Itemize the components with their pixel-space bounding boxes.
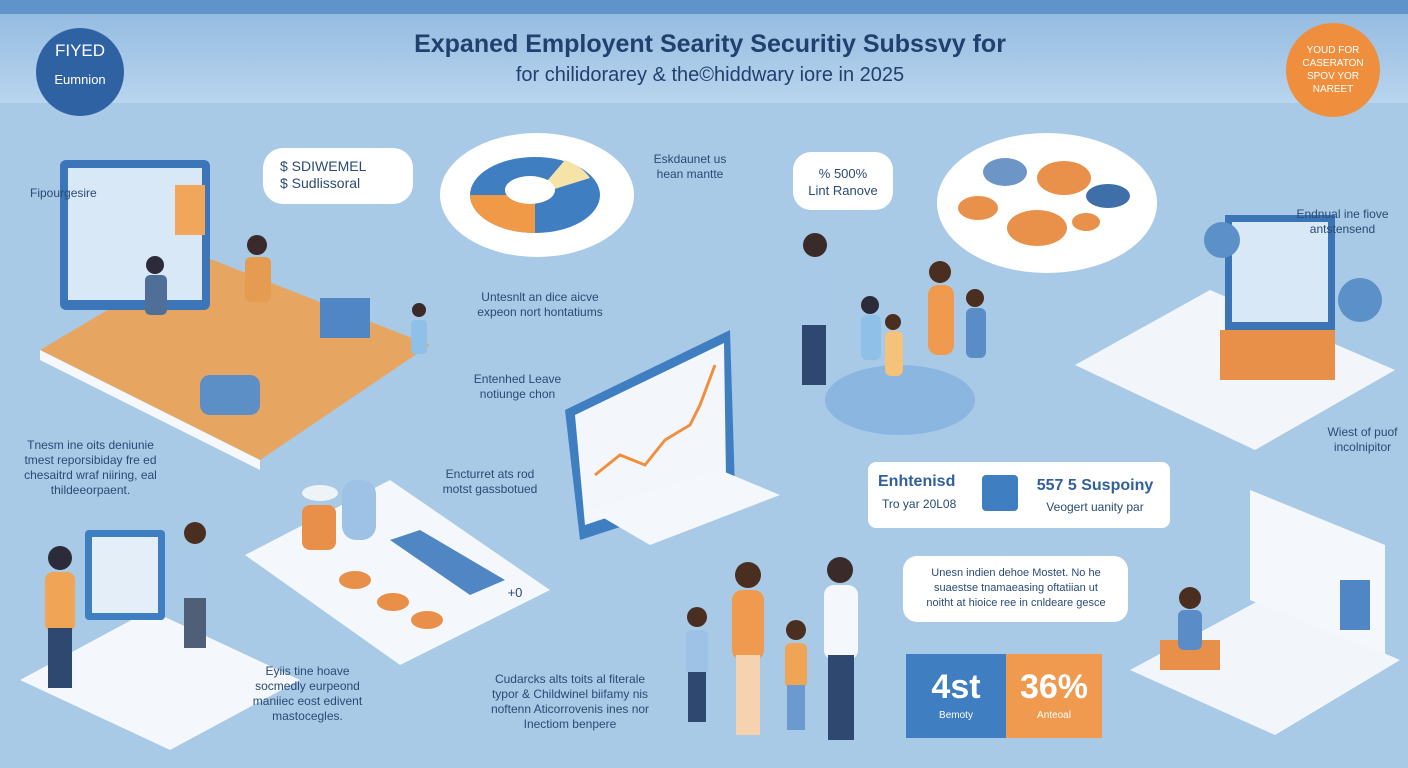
card-title: 557 5 Suspoiny	[1036, 477, 1154, 494]
label: Untesnlt an dice aicve expeon nort honta…	[477, 290, 603, 319]
plant	[1338, 278, 1382, 322]
title-line: Expaned Employent Searity Securitiy Subs…	[414, 30, 1006, 58]
bubble-text: % 500% Lint Ranove	[808, 166, 878, 198]
speech-bubble	[793, 152, 893, 210]
card-icon	[982, 475, 1018, 511]
speech-bubble	[263, 148, 413, 204]
stat-label: Bemoty	[939, 710, 973, 721]
person-head	[146, 256, 164, 274]
pie-slice	[470, 195, 535, 233]
stat-value: 4st	[931, 668, 981, 706]
progress-bar	[390, 530, 505, 595]
card-title: Enhtenisd	[878, 473, 956, 490]
family	[686, 557, 858, 740]
screen-person	[175, 185, 205, 235]
person-head	[247, 235, 267, 255]
label: +0	[507, 585, 523, 600]
platform	[20, 610, 300, 750]
label: Cudarcks alts toits al fiterale typor & …	[490, 672, 650, 731]
person-body	[145, 275, 167, 315]
stat-box	[906, 654, 1006, 738]
label: Eskdaunet us hean mantte	[653, 152, 727, 181]
child-head	[412, 303, 426, 317]
stat-value: 36%	[1019, 668, 1089, 706]
trend-line	[594, 364, 717, 477]
title-line: for chilidorarey & the©hiddwary iore in …	[515, 64, 905, 86]
desk	[1220, 330, 1335, 380]
header-band	[0, 0, 1408, 103]
info-card	[868, 462, 1170, 528]
note-bubble	[903, 556, 1128, 622]
person-body	[1178, 610, 1202, 650]
badge-left-bottom: Eumnion	[54, 72, 106, 87]
plant	[1204, 222, 1240, 258]
person-head	[1179, 587, 1201, 609]
label: Wiest of puof incolnipitor	[1327, 425, 1398, 454]
monitor-face	[575, 343, 726, 525]
label: Eyiis tine hoave socmedly eurpeond manii…	[252, 664, 363, 723]
base	[590, 470, 780, 545]
bubble-text: $ SDIWEMEL $ Sudlissoral	[280, 158, 367, 191]
child-body	[411, 320, 427, 354]
note: Unesn indien dehoe Mostet. No he suaests…	[926, 567, 1106, 609]
label: Endnual ine fiove antstensend	[1296, 207, 1389, 236]
coin-stacks	[302, 480, 443, 629]
family	[800, 233, 986, 385]
board-face	[92, 537, 158, 613]
floor-edge	[40, 350, 260, 470]
badge-right: YOUD FOR CASERATON SPOV YOR NAREET	[1302, 45, 1364, 95]
presenters	[45, 522, 208, 688]
platform	[825, 365, 975, 435]
stat-box	[1006, 654, 1102, 738]
badge-right	[1286, 23, 1380, 117]
coins	[958, 158, 1130, 246]
badge-left	[36, 28, 124, 116]
label: Tnesm ine oits deniunie tmest reporsibid…	[24, 438, 157, 497]
label: Fipourgesire	[30, 186, 97, 200]
card-sub: Tro yar 20L08	[882, 497, 957, 511]
person-body	[245, 257, 271, 302]
chair	[200, 375, 260, 415]
board	[245, 480, 550, 665]
pie-hole	[505, 176, 555, 204]
stat-label: Anteoal	[1037, 710, 1071, 721]
door	[1340, 580, 1370, 630]
label: Encturret ats rod motst gassbotued	[442, 467, 538, 496]
header-top	[0, 0, 1408, 14]
card-sub: Veogert uanity par	[1046, 500, 1144, 514]
desk-monitor	[320, 298, 370, 338]
badge-left-top: FIYED	[54, 41, 106, 60]
label: Entenhed Leave notiunge chon	[473, 372, 562, 401]
screen-face	[1232, 222, 1328, 322]
